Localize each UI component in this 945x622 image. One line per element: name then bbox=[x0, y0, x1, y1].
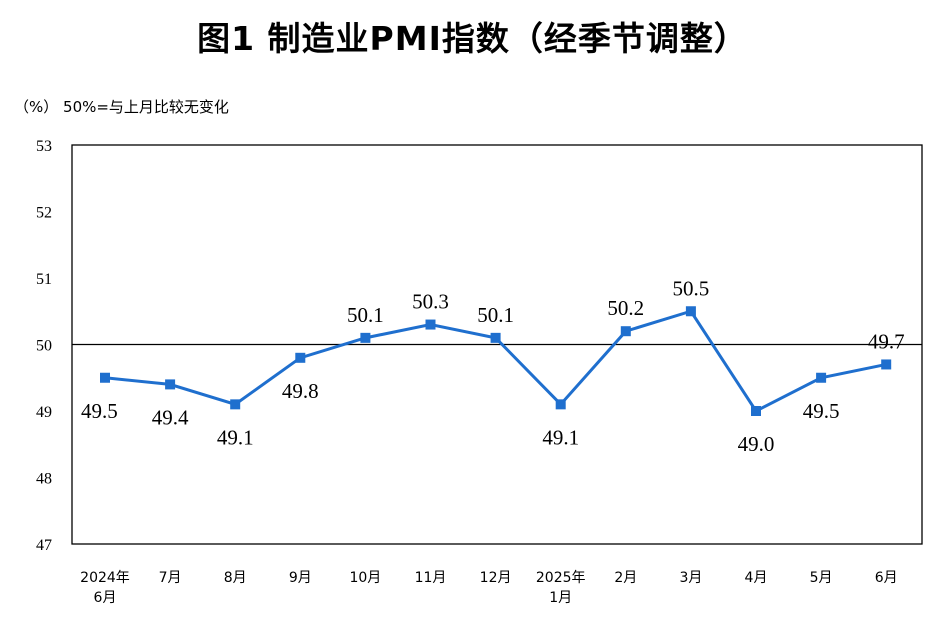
x-tick-label: 12月 bbox=[480, 570, 512, 586]
y-tick-label: 50 bbox=[36, 338, 52, 355]
x-tick-label: 11月 bbox=[415, 570, 447, 586]
x-tick-label: 5月 bbox=[810, 570, 833, 586]
data-point bbox=[295, 352, 306, 363]
data-point bbox=[816, 372, 827, 383]
x-tick-label: 9月 bbox=[289, 570, 312, 586]
y-tick-label: 48 bbox=[36, 471, 52, 488]
x-tick-label: 3月 bbox=[679, 570, 702, 586]
data-label: 49.4 bbox=[152, 405, 189, 429]
chart-title: 图1 制造业PMI指数（经季节调整） bbox=[197, 19, 748, 58]
data-label: 49.5 bbox=[803, 399, 840, 423]
x-tick-label: 10月 bbox=[349, 570, 381, 586]
x-tick-label: 4月 bbox=[745, 570, 768, 586]
x-tick-label: 8月 bbox=[224, 570, 247, 586]
data-point bbox=[230, 399, 241, 410]
data-label: 50.1 bbox=[477, 303, 514, 327]
data-point bbox=[620, 326, 631, 337]
data-label: 49.0 bbox=[738, 432, 775, 456]
data-point bbox=[555, 399, 566, 410]
data-label: 49.5 bbox=[81, 399, 118, 423]
y-tick-label: 52 bbox=[36, 205, 52, 222]
data-label: 49.7 bbox=[868, 329, 905, 353]
x-tick-label: 2025年 1月 bbox=[536, 570, 586, 606]
x-tick-label: 2024年 6月 bbox=[80, 570, 130, 606]
data-label: 50.1 bbox=[347, 303, 384, 327]
data-point bbox=[751, 406, 761, 416]
data-point bbox=[165, 379, 176, 390]
data-label: 49.1 bbox=[542, 425, 579, 449]
x-tick-label: 2月 bbox=[614, 570, 637, 586]
data-point bbox=[360, 332, 371, 343]
data-point bbox=[425, 319, 436, 330]
y-tick-label: 53 bbox=[36, 138, 52, 155]
y-tick-label: 47 bbox=[36, 537, 52, 554]
x-tick-label: 6月 bbox=[875, 570, 898, 586]
data-point bbox=[881, 359, 892, 370]
data-label: 50.2 bbox=[607, 296, 644, 320]
unit-note: （%） 50%=与上月比较无变化 bbox=[14, 98, 229, 116]
y-tick-label: 51 bbox=[36, 271, 52, 288]
data-point bbox=[100, 372, 110, 383]
data-label: 49.1 bbox=[217, 425, 254, 449]
y-tick-label: 49 bbox=[36, 404, 52, 421]
data-label: 50.5 bbox=[673, 276, 710, 300]
data-label: 50.3 bbox=[412, 290, 449, 314]
x-tick-label: 7月 bbox=[159, 570, 182, 586]
data-point bbox=[490, 332, 501, 343]
data-label: 49.8 bbox=[282, 379, 319, 403]
data-point bbox=[685, 306, 696, 317]
